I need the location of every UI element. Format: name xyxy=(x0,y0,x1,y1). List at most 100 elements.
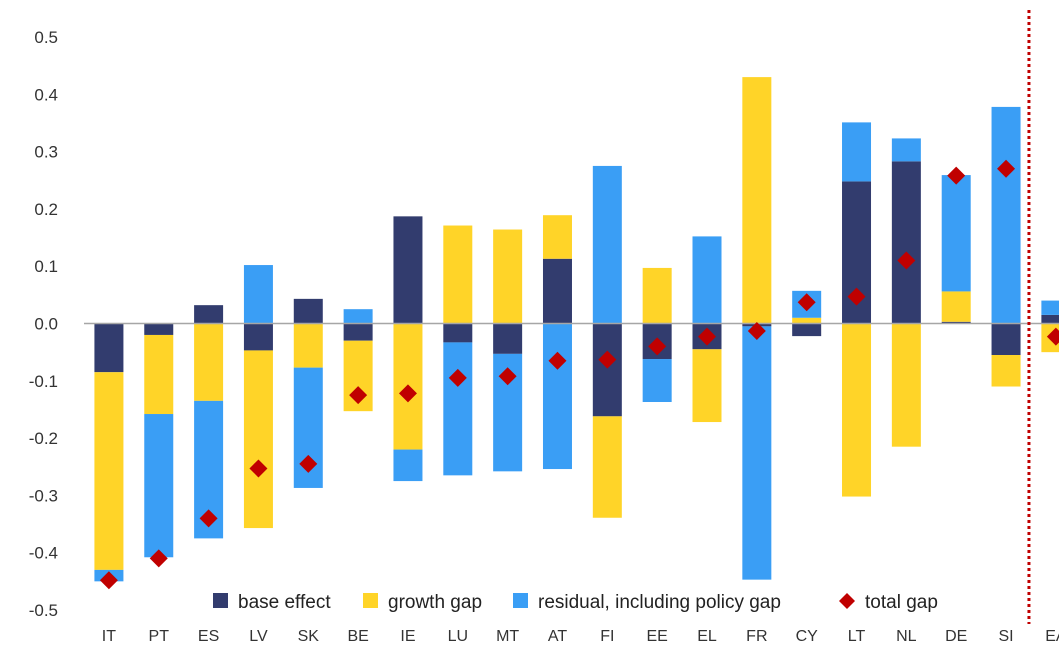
y-tick-label: 0.4 xyxy=(34,85,58,104)
y-tick-label: 0.5 xyxy=(34,28,58,47)
bar-base-effect-at xyxy=(542,258,572,324)
bar-growth-gap-si xyxy=(991,355,1021,387)
marker-total-gap-it xyxy=(99,571,118,590)
bar-residual-nl xyxy=(891,138,921,162)
x-tick-label: EE xyxy=(646,628,667,645)
bar-base-effect-mt xyxy=(493,323,523,354)
marker-total-gap-mt xyxy=(498,367,517,386)
x-tick-label: EL xyxy=(697,628,717,645)
y-tick-label: 0.3 xyxy=(34,143,58,162)
marker-total-gap-sk xyxy=(299,454,318,473)
bar-base-effect-si xyxy=(991,323,1021,356)
marker-total-gap-nl xyxy=(897,251,916,270)
marker-total-gap-ee xyxy=(648,337,667,356)
x-tick-label: DE xyxy=(945,628,967,645)
legend: base effect growth gap residual, including… xyxy=(213,592,938,613)
legend-label-total-gap: total gap xyxy=(865,592,938,613)
bar-residual-ie xyxy=(393,449,423,482)
total-gap-markers xyxy=(99,159,1059,590)
y-tick-label: -0.5 xyxy=(29,601,58,620)
marker-total-gap-de xyxy=(947,166,966,185)
x-tick-label: IT xyxy=(102,628,116,645)
marker-total-gap-at xyxy=(548,351,567,370)
bar-base-effect-cy xyxy=(792,323,822,337)
bar-growth-gap-at xyxy=(542,215,572,259)
bar-growth-gap-el xyxy=(692,349,722,423)
marker-total-gap-es xyxy=(199,509,218,528)
bar-base-effect-de xyxy=(941,321,971,324)
marker-total-gap-pt xyxy=(149,549,168,568)
marker-total-gap-be xyxy=(349,386,368,405)
x-tick-label: LU xyxy=(448,628,468,645)
bar-growth-gap-ee xyxy=(642,267,672,324)
x-tick-label: SI xyxy=(998,628,1013,645)
x-axis-category-labels: IT PT ES LV SK BE IE LU MT AT FI EE EL FR CY LT NL DE SI EA xyxy=(102,628,1059,645)
bar-base-effect-ie xyxy=(393,216,423,324)
bar-growth-gap-lv xyxy=(243,350,273,529)
bar-residual-fi xyxy=(592,165,622,324)
bar-base-effect-ea xyxy=(1041,314,1059,324)
bar-residual-be xyxy=(343,309,373,324)
marker-total-gap-lv xyxy=(249,459,268,478)
x-tick-label: LV xyxy=(249,628,268,645)
y-tick-label: 0.1 xyxy=(34,257,58,276)
bar-growth-gap-mt xyxy=(493,229,523,324)
bar-base-effect-es xyxy=(194,305,224,324)
bar-growth-gap-it xyxy=(94,372,124,570)
bar-residual-at xyxy=(542,323,572,470)
bar-residual-de xyxy=(941,175,971,292)
marker-total-gap-ea xyxy=(1046,327,1059,346)
x-tick-label: NL xyxy=(896,628,917,645)
x-tick-label: FI xyxy=(600,628,614,645)
bar-residual-lv xyxy=(243,265,273,324)
bar-residual-pt xyxy=(144,414,174,558)
legend-label-growth-gap: growth gap xyxy=(388,592,482,613)
marker-total-gap-fr xyxy=(747,321,766,340)
bar-residual-fr xyxy=(742,326,772,580)
x-tick-label: LT xyxy=(848,628,866,645)
bar-residual-si xyxy=(991,106,1021,324)
bar-base-effect-fi xyxy=(592,323,622,417)
bars xyxy=(94,77,1059,582)
bar-base-effect-nl xyxy=(891,161,921,324)
marker-total-gap-si xyxy=(997,159,1016,178)
x-tick-label: CY xyxy=(796,628,819,645)
bar-growth-gap-fr xyxy=(742,77,772,324)
x-tick-label: FR xyxy=(746,628,767,645)
bar-base-effect-lv xyxy=(243,323,273,351)
x-tick-label: EA xyxy=(1045,628,1059,645)
bar-residual-lt xyxy=(842,122,872,182)
marker-total-gap-lu xyxy=(448,368,467,387)
marker-total-gap-fi xyxy=(598,350,617,369)
legend-label-residual: residual, including policy gap xyxy=(538,592,781,613)
x-tick-label: SK xyxy=(298,628,320,645)
marker-total-gap-lt xyxy=(847,287,866,306)
bar-base-effect-pt xyxy=(144,323,174,335)
bar-base-effect-lu xyxy=(443,323,473,343)
bar-residual-ee xyxy=(642,359,672,402)
bar-residual-ea xyxy=(1041,300,1059,315)
marker-total-gap-el xyxy=(698,327,716,346)
bar-growth-gap-sk xyxy=(293,323,323,368)
bar-growth-gap-lt xyxy=(842,323,872,497)
marker-total-gap-ie xyxy=(398,384,417,403)
legend-swatch-residual xyxy=(513,593,528,608)
x-tick-label: ES xyxy=(198,628,219,645)
bar-growth-gap-cy xyxy=(792,317,822,324)
legend-swatch-growth-gap xyxy=(363,593,378,608)
y-tick-label: -0.3 xyxy=(29,486,58,505)
bar-growth-gap-fi xyxy=(592,416,622,518)
x-tick-label: IE xyxy=(400,628,415,645)
bar-base-effect-be xyxy=(343,323,373,341)
y-tick-label: -0.1 xyxy=(29,372,58,391)
legend-label-base-effect: base effect xyxy=(238,592,331,613)
bar-growth-gap-lu xyxy=(443,225,473,324)
bar-residual-el xyxy=(692,236,722,324)
x-tick-label: PT xyxy=(149,628,170,645)
x-tick-label: MT xyxy=(496,628,519,645)
y-tick-label: 0.0 xyxy=(34,315,58,334)
marker-total-gap-cy xyxy=(797,293,816,312)
bar-growth-gap-nl xyxy=(891,323,921,447)
bar-base-effect-it xyxy=(94,323,124,373)
